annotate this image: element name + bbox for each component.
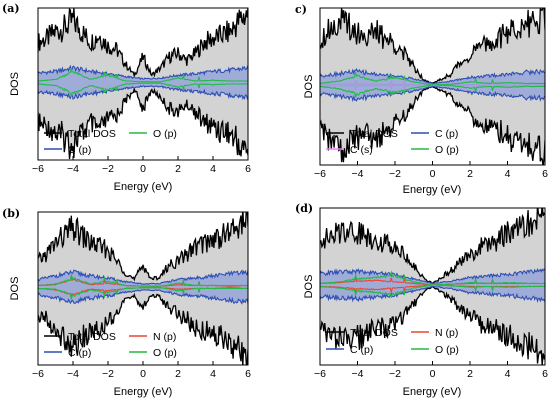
series-line-O_p-lower: [320, 284, 545, 298]
legend-label: C (p): [435, 128, 458, 140]
y-axis-label: DOS: [303, 275, 315, 299]
x-tick-label: −2: [102, 368, 114, 380]
series-line-C_p-upper: [320, 267, 545, 284]
legend-label: Total DOS: [68, 128, 116, 140]
legend-label: C (p): [68, 144, 91, 156]
panel-2: −6 −4 −2 0 2 4 6 Energy (eV) DOS (b) Total DOS N (p…: [2, 207, 251, 398]
panel-4: −6 −4 −2 0 2 4 6 Energy (eV) DOS (d) Total DOS N (p…: [295, 202, 548, 398]
legend-label: O (p): [153, 347, 177, 359]
x-tick-label: −4: [352, 368, 364, 380]
x-tick-label: 4: [210, 368, 216, 380]
x-axis-label: Energy (eV): [403, 386, 462, 398]
x-tick-label: 2: [175, 368, 181, 380]
series-line-C_p-lower: [320, 85, 545, 103]
legend-label: Total DOS: [350, 128, 398, 140]
x-tick-label: −2: [102, 163, 114, 175]
x-tick-label: −6: [32, 163, 44, 175]
x-tick-label: −4: [67, 163, 79, 175]
series-fill-C_p: [38, 269, 248, 304]
x-tick-label: 2: [175, 163, 181, 175]
series-line-C_p-lower: [320, 285, 545, 303]
legend-label: Total DOS: [68, 331, 116, 343]
series-line-O_p-lower: [38, 82, 248, 97]
series-line-C_p-lower: [38, 84, 248, 101]
series-line-C_p-lower: [38, 288, 248, 305]
series-line-O_p-lower: [320, 84, 545, 98]
x-axis-label: Energy (eV): [114, 386, 173, 398]
panel-label: (b): [2, 207, 20, 220]
x-tick-label: 0: [430, 368, 436, 380]
series-line-total-lower: [38, 292, 248, 365]
series-line-C_p-upper: [38, 64, 248, 81]
x-tick-label: 6: [542, 368, 548, 380]
x-tick-label: −6: [314, 168, 326, 180]
legend-label: C (p): [68, 347, 91, 359]
series-line-total-lower: [38, 87, 248, 160]
x-tick-label: 0: [430, 168, 436, 180]
x-tick-label: −2: [389, 168, 401, 180]
legend-label: C (s): [350, 144, 373, 156]
x-tick-label: 6: [542, 168, 548, 180]
panel-1: −6 −4 −2 0 2 4 6 Energy (eV) DOS (a) Total DOS O (p…: [2, 2, 251, 193]
series-line-total-upper: [38, 212, 248, 282]
x-tick-label: −4: [352, 168, 364, 180]
series-line-O_p-upper: [38, 68, 248, 83]
y-axis-label: DOS: [303, 75, 315, 99]
x-tick-label: 4: [505, 368, 511, 380]
x-tick-label: −4: [67, 368, 79, 380]
x-tick-label: 4: [210, 163, 216, 175]
series-line-O_p-lower: [38, 287, 248, 300]
panel-label: c): [295, 3, 307, 16]
legend-label: Total DOS: [350, 327, 398, 339]
series-line-total-upper: [38, 8, 248, 78]
legend-label: N (p): [153, 331, 176, 343]
legend-label: C (p): [350, 344, 373, 356]
legend-label: N (p): [435, 327, 458, 339]
x-tick-label: 2: [467, 368, 473, 380]
panel-label: (d): [295, 202, 313, 215]
x-tick-label: 0: [140, 163, 146, 175]
x-tick-label: −6: [32, 368, 44, 380]
series-line-C_p-upper: [320, 68, 545, 85]
x-tick-label: 6: [245, 368, 251, 380]
x-axis-label: Energy (eV): [114, 181, 173, 193]
x-tick-label: 2: [467, 168, 473, 180]
x-tick-label: 4: [505, 168, 511, 180]
legend-label: O (p): [435, 344, 459, 356]
x-tick-label: 6: [245, 163, 251, 175]
x-tick-label: 0: [140, 368, 146, 380]
x-tick-label: −2: [389, 368, 401, 380]
legend-label: O (p): [153, 128, 177, 140]
panel-label: (a): [2, 2, 20, 15]
y-axis-label: DOS: [9, 277, 21, 301]
legend-label: O (p): [435, 144, 459, 156]
x-axis-label: Energy (eV): [403, 184, 462, 196]
series-line-C_p-upper: [38, 269, 248, 286]
panel-3: −6 −4 −2 0 2 4 6 Energy (eV) DOS c) Total DOS C (p)…: [295, 3, 548, 196]
x-tick-label: −6: [314, 368, 326, 380]
series-line-O_p-upper: [38, 274, 248, 287]
y-axis-label: DOS: [9, 72, 21, 96]
